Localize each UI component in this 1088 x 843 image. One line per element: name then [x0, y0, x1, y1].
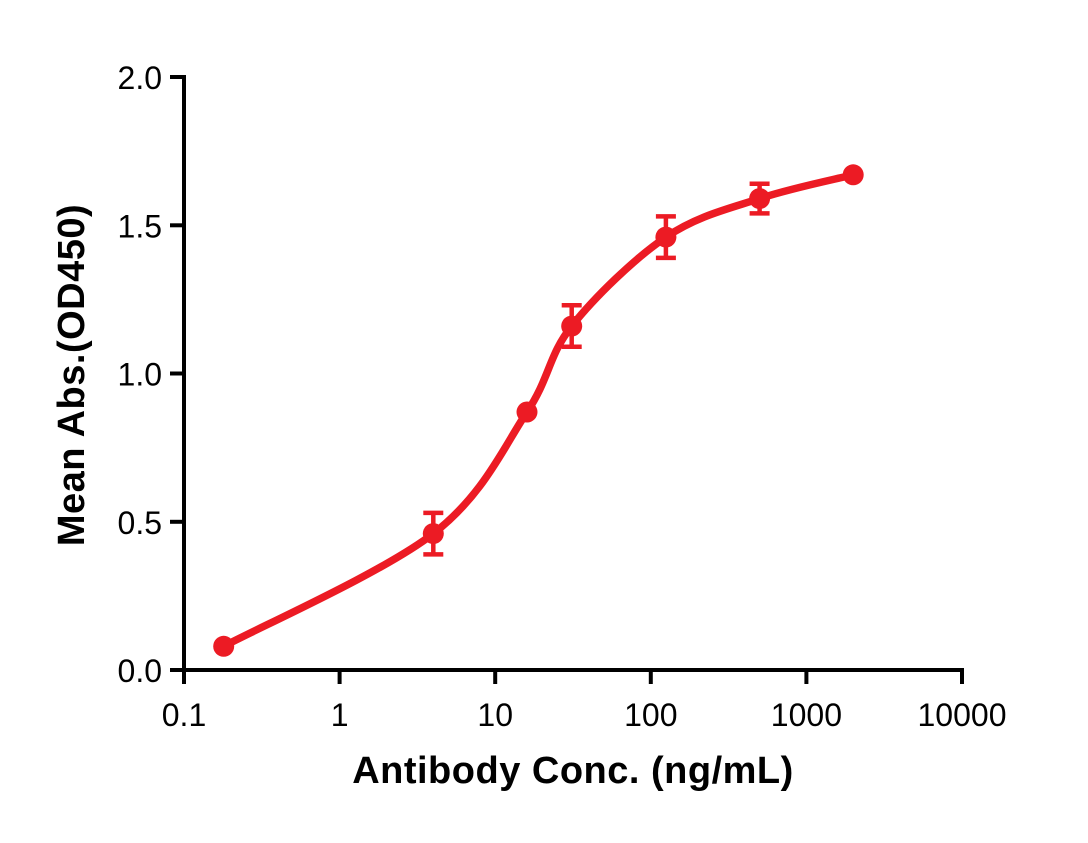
data-point-marker — [422, 523, 444, 545]
y-tick-label: 1.0 — [118, 357, 162, 393]
x-tick-label: 1 — [331, 697, 349, 733]
data-point-marker — [655, 226, 677, 248]
y-tick-label: 1.5 — [118, 208, 162, 244]
data-point-marker — [213, 635, 235, 657]
y-tick-label: 0.5 — [118, 505, 162, 541]
x-tick-label: 1000 — [771, 697, 842, 733]
y-tick-label: 0.0 — [118, 653, 162, 689]
y-tick-label: 2.0 — [118, 60, 162, 96]
data-point-marker — [516, 401, 538, 423]
y-axis-title: Mean Abs.(OD450) — [51, 203, 93, 547]
x-tick-label: 100 — [624, 697, 677, 733]
x-tick-label: 0.1 — [162, 697, 206, 733]
data-point-marker — [842, 164, 864, 186]
x-tick-label: 10000 — [918, 697, 1007, 733]
data-point-marker — [749, 188, 771, 210]
x-axis-title: Antibody Conc. (ng/mL) — [352, 750, 794, 792]
x-tick-label: 10 — [477, 697, 513, 733]
fit-curve — [219, 171, 857, 651]
data-point-marker — [561, 315, 583, 337]
